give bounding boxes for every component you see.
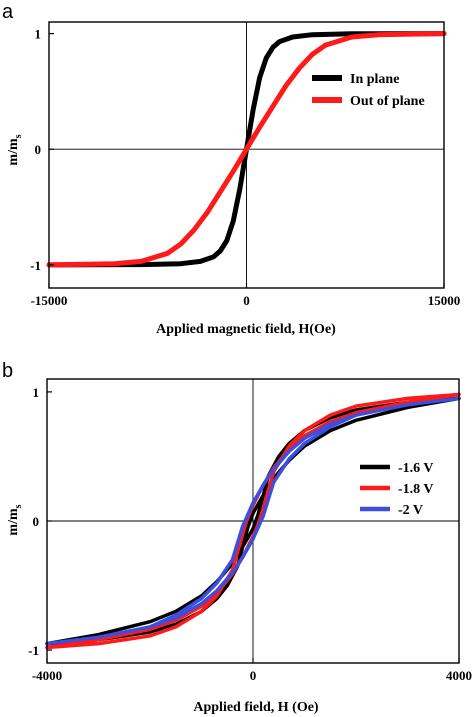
panel-b-legend-label-2: -1.8 V: [398, 482, 434, 497]
panel-b-label: b: [2, 360, 13, 382]
panel-a-y-axis-label: m/ms: [6, 134, 24, 165]
panel-b-chart: b m/ms -4000 0 4000 -1 0 1 -1.6 V -1.8 V -2 V A…: [2, 360, 472, 715]
panel-a-y-tick-label: 1: [35, 27, 42, 42]
panel-b-ticks: -4000 0 4000 -1 0 1: [28, 385, 472, 683]
panel-b-y-tick-label: -1: [28, 643, 39, 658]
panel-b-x-tick-label: 4000: [446, 668, 472, 683]
panel-a-legend-label-1: In plane: [350, 72, 399, 87]
panel-b-x-axis-label: Applied field, H (Oe): [193, 700, 319, 715]
panel-a-label: a: [2, 1, 14, 23]
panel-b-y-axis-label-sub: s: [13, 504, 24, 508]
panel-b-legend: -1.6 V -1.8 V -2 V: [360, 461, 434, 518]
panel-a-y-tick-label: -1: [30, 258, 41, 273]
panel-a-x-tick-label: 15000: [428, 293, 461, 308]
panel-a-y-axis-label-main: m/m: [6, 138, 21, 166]
panel-b-x-tick-label: -4000: [32, 668, 62, 683]
panel-b-zero-lines: [47, 379, 459, 663]
panel-b-y-axis-label: m/ms: [6, 504, 24, 535]
panel-a-x-tick-label: -15000: [31, 293, 68, 308]
panel-a-legend-label-2: Out of plane: [350, 94, 425, 109]
panel-a-chart: a m/ms -15000 0 15000 -1 0 1 In plane Out of p…: [2, 1, 460, 337]
panel-a-x-tick-label: 0: [243, 293, 250, 308]
panel-a-y-tick-label: 0: [35, 142, 42, 157]
panel-a-x-axis-label: Applied magnetic field, H(Oe): [156, 322, 336, 337]
panel-b-y-tick-label: 1: [33, 385, 40, 400]
panel-b-y-tick-label: 0: [33, 514, 40, 529]
panel-a-series-group: [46, 31, 447, 268]
panel-a-series-line-2: [46, 31, 447, 268]
panel-a-ticks: -15000 0 15000 -1 0 1: [30, 27, 460, 308]
panel-a-legend: In plane Out of plane: [312, 72, 425, 109]
panel-b-legend-label-3: -2 V: [398, 503, 423, 518]
panel-a-y-axis-label-sub: s: [13, 134, 24, 138]
panel-b-y-axis-label-main: m/m: [6, 508, 21, 536]
panel-b-legend-label-1: -1.6 V: [398, 461, 434, 476]
panel-b-x-tick-label: 0: [250, 668, 257, 683]
